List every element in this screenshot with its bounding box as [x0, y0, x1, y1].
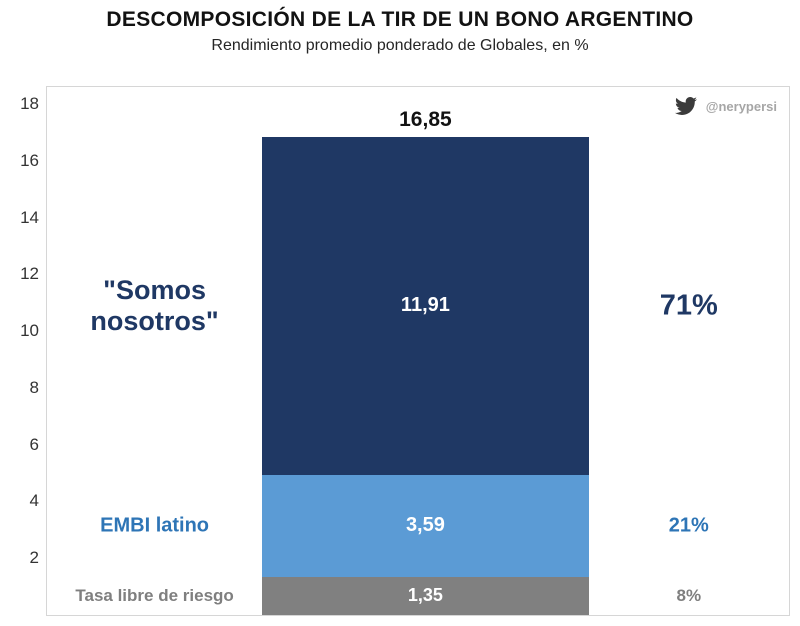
twitter-icon [674, 97, 697, 115]
y-tick-label: 18 [20, 94, 39, 114]
percent-label: 21% [668, 514, 709, 537]
y-tick-label: 4 [29, 491, 39, 511]
segment-value-label: 11,91 [400, 294, 450, 317]
bar-segment-2: 11,91 [262, 136, 589, 475]
segment-value-label: 3,59 [405, 514, 445, 537]
segment-value-label: 1,35 [407, 585, 443, 606]
chart-subtitle: Rendimiento promedio ponderado de Global… [211, 37, 589, 54]
stacked-bar: 1,35 3,59 11,91 [262, 87, 589, 615]
y-tick-label: 14 [20, 207, 39, 227]
category-label: Tasa libre de riesgo [75, 585, 234, 605]
y-tick-label: 10 [20, 321, 39, 341]
category-label: "Somos nosotros" [90, 274, 219, 336]
y-tick-label: 8 [29, 377, 39, 397]
y-tick-label: 6 [29, 434, 39, 454]
percent-label: 8% [676, 585, 702, 605]
watermark: @nerypersi [673, 95, 777, 117]
twitter-handle: @nerypersi [705, 98, 777, 114]
total-label: 16,85 [399, 107, 452, 131]
y-tick-label: 16 [20, 150, 39, 170]
percent-label: 71% [659, 289, 718, 322]
plot-area: @nerypersi 1,35 3,59 11,91 16,85 Tasa libr… [20, 86, 790, 616]
category-label: EMBI latino [100, 514, 210, 537]
chart-title: DESCOMPOSICIÓN DE LA TIR DE UN BONO ARGE… [106, 8, 694, 31]
bar-segment-1: 3,59 [262, 474, 589, 577]
y-tick-label: 2 [29, 548, 39, 568]
y-tick-label: 12 [20, 264, 39, 284]
bar-segment-0: 1,35 [262, 576, 589, 615]
